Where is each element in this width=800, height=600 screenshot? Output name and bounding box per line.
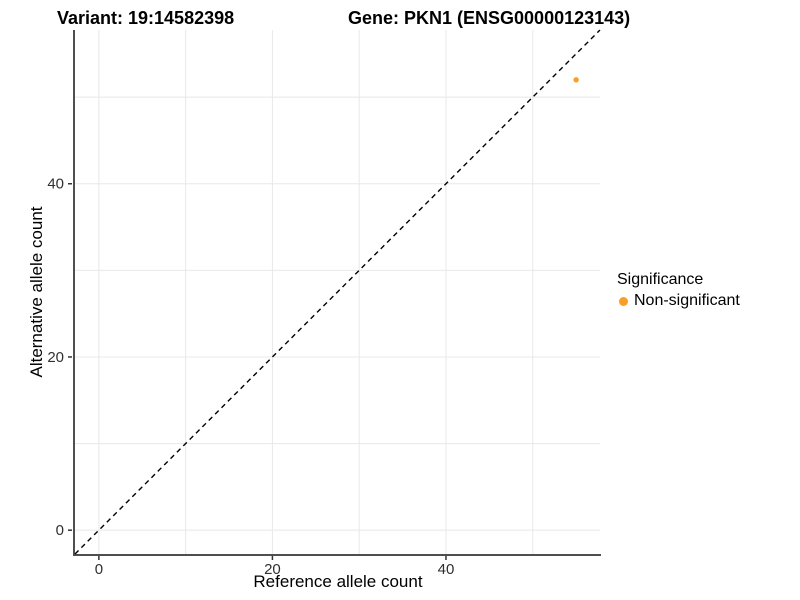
legend-item-non-significant: Non-significant: [617, 292, 740, 310]
legend-title: Significance: [617, 271, 704, 288]
x-axis-title: Reference allele count: [253, 572, 423, 591]
plot-title-gene: Gene: PKN1 (ENSG00000123143): [348, 8, 631, 28]
data-point: [573, 77, 579, 83]
legend-item-label: Non-significant: [634, 292, 740, 309]
x-tick-label: 0: [95, 561, 103, 578]
plot-title-variant: Variant: 19:14582398: [57, 8, 235, 28]
identity-line: [74, 29, 601, 555]
x-tick-label: 40: [438, 561, 455, 578]
y-tick-label: 20: [47, 349, 64, 366]
y-tick-label: 40: [47, 176, 64, 193]
y-tick-label: 0: [56, 522, 64, 539]
x-tick-label: 20: [264, 561, 281, 578]
legend-point-swatch: [619, 296, 628, 306]
y-axis-title: Alternative allele count: [27, 206, 46, 378]
legend: Significance Non-significant: [617, 270, 740, 310]
